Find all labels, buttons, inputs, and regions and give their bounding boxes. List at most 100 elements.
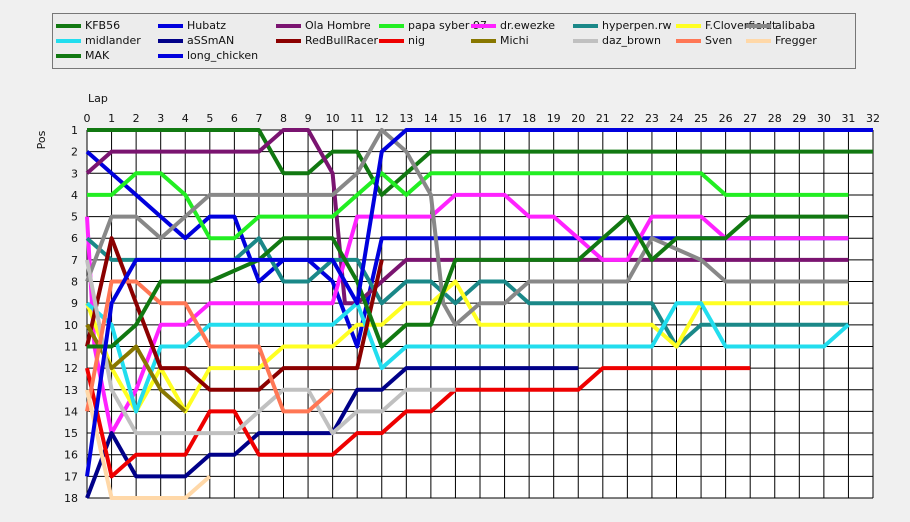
series-line-nig: [85, 366, 751, 479]
chart-legend: KFB56 Hubatz Ola Hombre papa syber 97 dr.ewe…: [52, 13, 856, 69]
x-tick-label: 11: [350, 112, 364, 125]
series-line-dr-ewezke: [85, 192, 849, 436]
legend-label: Ola Hombre: [305, 19, 371, 32]
series-line-hyperpen-rw: [85, 236, 849, 349]
x-tick-label: 14: [424, 112, 438, 125]
x-tick-label: 19: [547, 112, 561, 125]
y-tick-label: 4: [71, 189, 78, 202]
x-tick-label: 21: [596, 112, 610, 125]
x-tick-label: 9: [305, 112, 312, 125]
y-tick-label: 11: [64, 340, 78, 353]
legend-swatch: [276, 39, 301, 43]
legend-swatch: [158, 39, 183, 43]
series-line-midlander: [85, 301, 850, 414]
y-tick-label: 8: [71, 276, 78, 289]
legend-label: long_chicken: [187, 49, 259, 62]
x-tick-label: 4: [182, 112, 189, 125]
x-tick-label: 16: [473, 112, 487, 125]
x-tick-label: 7: [255, 112, 262, 125]
legend-swatch: [276, 24, 301, 28]
series-line-hubatz: [85, 150, 849, 349]
x-tick-label: 25: [694, 112, 708, 125]
y-tick-label: 17: [64, 470, 78, 483]
legend-label: Fregger: [775, 34, 817, 47]
series-line-long-chicken: [85, 128, 873, 477]
y-tick-label: 10: [64, 319, 78, 332]
legend-swatch: [56, 24, 81, 28]
x-tick-label: 18: [522, 112, 536, 125]
legend-swatch: [56, 39, 81, 43]
x-tick-label: 20: [571, 112, 585, 125]
legend-swatch: [573, 24, 598, 28]
x-tick-label: 28: [768, 112, 782, 125]
x-tick-label: 27: [743, 112, 757, 125]
x-tick-label: 2: [133, 112, 140, 125]
series-line-redbullracer: [85, 236, 384, 392]
x-tick-label: 8: [280, 112, 287, 125]
y-tick-label: 5: [71, 211, 78, 224]
legend-swatch: [676, 24, 701, 28]
legend-label: Michi: [500, 34, 529, 47]
x-tick-label: 3: [157, 112, 164, 125]
legend-label: midlander: [85, 34, 141, 47]
y-tick-label: 1: [71, 124, 78, 137]
legend-swatch: [471, 39, 496, 43]
legend-label: alibaba: [775, 19, 816, 32]
legend-swatch: [746, 24, 771, 28]
legend-swatch: [56, 54, 81, 58]
series-line-mak: [87, 214, 849, 349]
y-tick-label: 12: [64, 362, 78, 375]
x-tick-label: 6: [231, 112, 238, 125]
series-line-fregger: [85, 389, 212, 500]
legend-label: Hubatz: [187, 19, 227, 32]
y-tick-label: 13: [64, 384, 78, 397]
x-tick-label: 29: [792, 112, 806, 125]
x-tick-label: 24: [670, 112, 684, 125]
legend-label: papa syber 97: [408, 19, 487, 32]
series-line-sven: [85, 279, 334, 414]
legend-label: RedBullRacer: [305, 34, 379, 47]
x-axis-title: Lap: [88, 92, 108, 105]
legend-label: KFB56: [85, 19, 121, 32]
x-tick-label: 10: [326, 112, 340, 125]
y-tick-label: 3: [71, 167, 78, 180]
series-line-kfb56: [87, 128, 873, 197]
series-line-assman: [85, 366, 579, 499]
y-tick-label: 2: [71, 146, 78, 159]
legend-label: hyperpen.rw: [602, 19, 672, 32]
legend-swatch: [158, 54, 183, 58]
legend-swatch: [379, 39, 404, 43]
legend-label: aSSmAN: [187, 34, 235, 47]
legend-swatch: [676, 39, 701, 43]
x-tick-label: 26: [719, 112, 733, 125]
y-tick-label: 15: [64, 427, 78, 440]
y-tick-label: 9: [71, 297, 78, 310]
y-tick-label: 7: [71, 254, 78, 267]
x-tick-label: 12: [375, 112, 389, 125]
legend-label: daz_brown: [602, 34, 661, 47]
legend-label: Sven: [705, 34, 733, 47]
y-tick-label: 16: [64, 449, 78, 462]
legend-label: MAK: [85, 49, 110, 62]
y-axis-title: Pos: [35, 130, 48, 149]
x-tick-label: 5: [206, 112, 213, 125]
legend-label: dr.ewezke: [500, 19, 556, 32]
y-tick-label: 6: [71, 232, 78, 245]
x-tick-label: 23: [645, 112, 659, 125]
x-tick-label: 17: [498, 112, 512, 125]
x-tick-label: 15: [448, 112, 462, 125]
axis-ticks: 0 1 2 3 4 5 6 7 8 9 10 11 12 13 14 15 16 17 18 19 20 21 22 23 24…: [64, 112, 880, 505]
legend-label: nig: [408, 34, 426, 47]
legend-swatch: [379, 24, 404, 28]
x-tick-label: 13: [399, 112, 413, 125]
legend-swatch: [158, 24, 183, 28]
y-tick-label: 18: [64, 492, 78, 505]
x-tick-label: 0: [84, 112, 91, 125]
legend-swatch: [746, 39, 771, 43]
y-tick-label: 14: [64, 405, 78, 418]
x-tick-label: 31: [841, 112, 855, 125]
x-tick-label: 22: [620, 112, 634, 125]
x-tick-label: 32: [866, 112, 880, 125]
legend-swatch: [471, 24, 496, 28]
x-tick-label: 30: [817, 112, 831, 125]
